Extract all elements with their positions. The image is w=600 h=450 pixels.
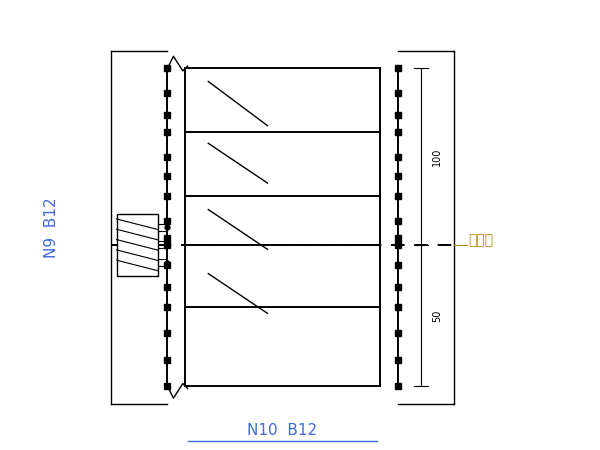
Text: 施工缝: 施工缝	[469, 234, 494, 248]
Text: 100: 100	[432, 147, 442, 166]
Text: N9  B12: N9 B12	[44, 197, 59, 257]
Text: 50: 50	[432, 309, 442, 322]
Bar	[116, 214, 158, 276]
Text: N10  B12: N10 B12	[247, 423, 317, 438]
